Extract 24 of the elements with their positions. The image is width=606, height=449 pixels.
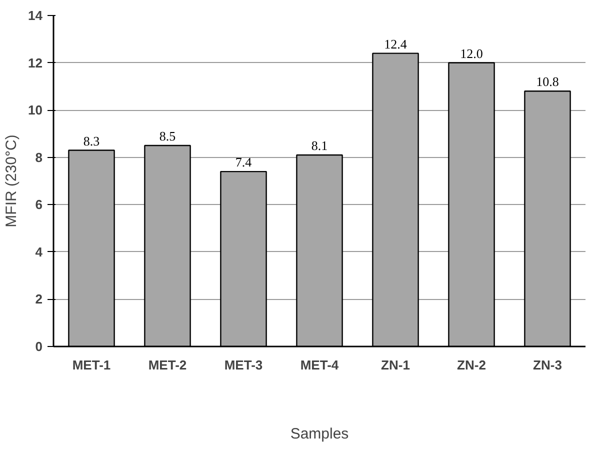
x-tick-label: MET-3 (224, 358, 263, 372)
y-tick-label: 0 (35, 339, 43, 354)
x-tick-label: ZN-1 (381, 358, 410, 372)
y-tick-label: 14 (28, 8, 44, 23)
y-tick-label: 8 (35, 150, 43, 165)
data-label: 7.4 (235, 154, 252, 170)
y-tick-label: 12 (28, 55, 43, 70)
data-label: 12.0 (460, 46, 483, 61)
data-label: 8.1 (311, 138, 328, 153)
data-label: 8.3 (83, 133, 100, 148)
y-axis-title: MFIR (230°C) (3, 134, 20, 228)
x-tick-label: MET-2 (148, 358, 187, 372)
x-tick-label: ZN-3 (533, 358, 562, 372)
data-label: 10.8 (536, 74, 559, 90)
y-tick-label: 10 (28, 102, 43, 118)
x-axis-title: Samples (290, 426, 349, 442)
y-tick-label: 6 (35, 197, 43, 212)
y-tick-label: 2 (35, 292, 43, 307)
y-tick-label: 4 (35, 244, 44, 260)
x-tick-label: ZN-2 (457, 358, 486, 372)
data-label: 8.5 (159, 128, 176, 144)
x-tick-label: MET-1 (72, 358, 111, 372)
data-label: 12.4 (384, 36, 408, 52)
x-tick-label: MET-4 (300, 358, 340, 372)
